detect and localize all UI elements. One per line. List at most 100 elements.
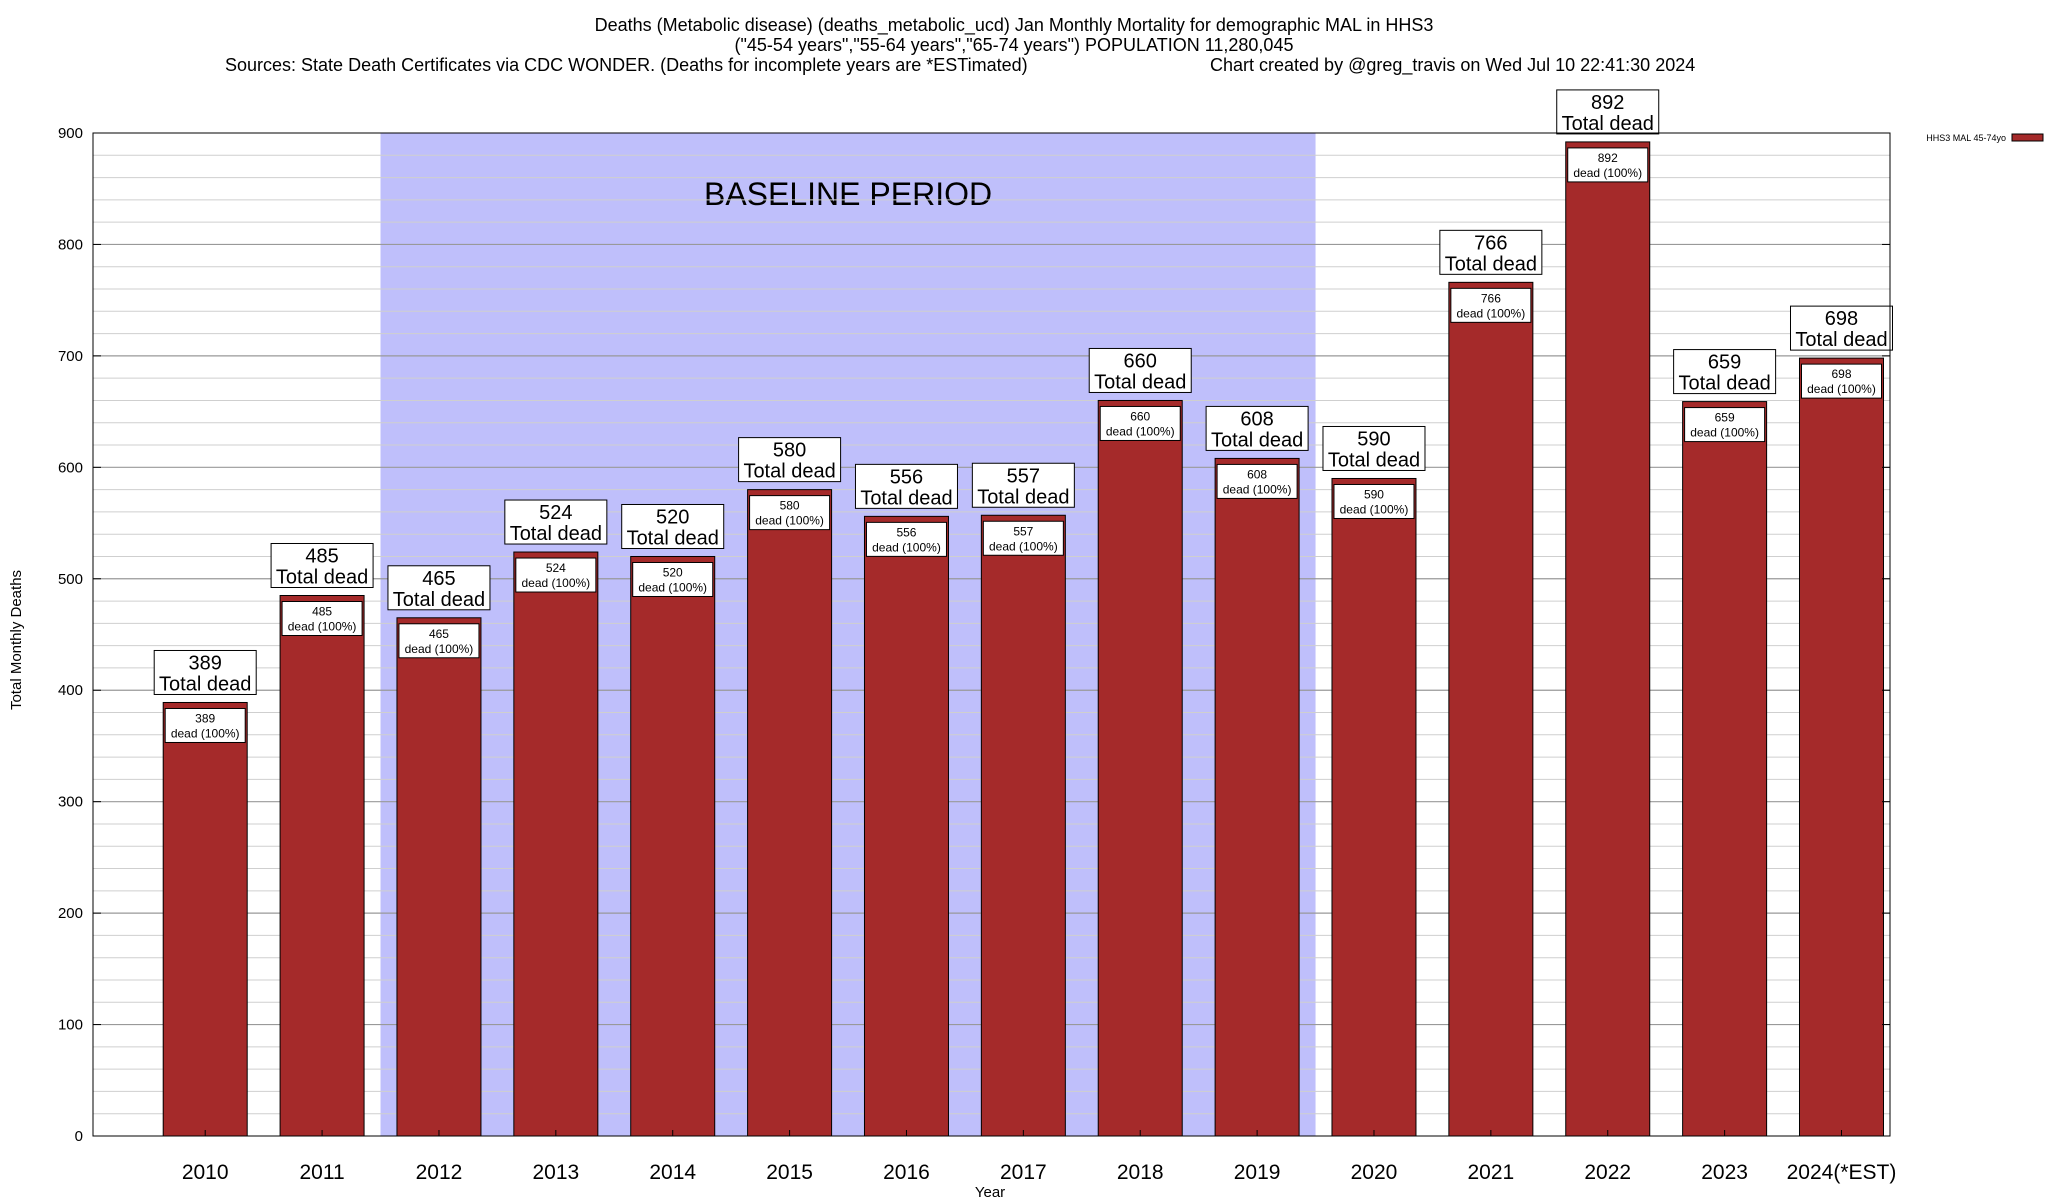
- y-tick-label: 600: [58, 459, 83, 476]
- bar: [1331, 477, 1417, 1137]
- total-label-value: 524: [539, 502, 572, 524]
- total-label-value: 557: [1007, 465, 1040, 487]
- segment-label-value: 520: [663, 565, 683, 579]
- total-label-text: Total dead: [743, 461, 835, 483]
- y-tick-label: 300: [58, 794, 83, 811]
- segment-label-text: dead (100%): [638, 580, 707, 594]
- total-label-value: 698: [1825, 308, 1858, 330]
- total-label-value: 580: [773, 440, 806, 462]
- bar: [279, 594, 365, 1137]
- total-label-value: 520: [656, 506, 689, 528]
- segment-label-value: 389: [195, 711, 215, 725]
- total-label-text: Total dead: [1795, 329, 1887, 351]
- total-label-text: Total dead: [159, 673, 251, 695]
- total-label-text: Total dead: [1445, 253, 1537, 275]
- chart-sources: Sources: State Death Certificates via CD…: [225, 55, 1028, 75]
- segment-label-value: 556: [896, 525, 916, 539]
- segment-label-text: dead (100%): [405, 642, 474, 656]
- total-label-text: Total dead: [977, 486, 1069, 508]
- y-axis-ticks: 0 100 200 300 400 500 600 700 800 900: [58, 125, 1890, 1145]
- total-label-box: [1556, 89, 1660, 135]
- segment-label-text: dead (100%): [1457, 306, 1526, 320]
- total-label-text: Total dead: [510, 523, 602, 545]
- segment-label-value: 557: [1013, 524, 1033, 538]
- x-tick-label: 2021: [1468, 1161, 1515, 1184]
- x-tick-label: 2013: [532, 1161, 579, 1184]
- total-label-box: [971, 462, 1075, 508]
- segment-label-box: [749, 495, 831, 531]
- plot-frame: [92, 132, 1891, 1137]
- segment-label-text: dead (100%): [872, 540, 941, 554]
- segment-label-value: 580: [780, 499, 800, 513]
- bar: [980, 514, 1066, 1137]
- x-tick-label: 2015: [766, 1161, 813, 1184]
- total-label-text: Total dead: [627, 527, 719, 549]
- bar: [1798, 357, 1884, 1137]
- x-axis-label: Year: [975, 1184, 1005, 1200]
- total-label-box: [504, 499, 608, 545]
- segment-label-box: [1099, 405, 1181, 441]
- total-label-value: 766: [1474, 232, 1507, 254]
- x-tick-label: 2014: [649, 1161, 696, 1184]
- total-label-box: [387, 565, 491, 611]
- segment-label-box: [1567, 147, 1649, 183]
- total-label-box: [1439, 229, 1543, 275]
- y-tick-label: 900: [58, 125, 83, 142]
- total-label-box: [1789, 305, 1893, 351]
- y-tick-label: 200: [58, 905, 83, 922]
- segment-label-value: 608: [1247, 467, 1267, 481]
- segment-label-box: [1333, 483, 1415, 519]
- segment-label-value: 660: [1130, 409, 1150, 423]
- segment-label-box: [1684, 407, 1766, 443]
- segment-label-text: dead (100%): [521, 576, 590, 590]
- x-tick-label: 2012: [416, 1161, 463, 1184]
- segment-label-text: dead (100%): [1573, 166, 1642, 180]
- bar: [1682, 401, 1768, 1137]
- x-tick-label: 2018: [1117, 1161, 1164, 1184]
- total-label-value: 465: [422, 568, 455, 590]
- segment-label-value: 892: [1598, 151, 1618, 165]
- segment-label-text: dead (100%): [1807, 382, 1876, 396]
- total-label-text: Total dead: [1678, 373, 1770, 395]
- y-tick-label: 500: [58, 571, 83, 588]
- total-label-value: 590: [1357, 428, 1390, 450]
- baseline-period-label: BASELINE PERIOD: [704, 176, 992, 212]
- bar: [396, 617, 482, 1137]
- segment-label-box: [281, 600, 363, 636]
- segment-label-value: 698: [1831, 367, 1851, 381]
- segment-label-text: dead (100%): [288, 619, 357, 633]
- total-label-box: [1322, 425, 1426, 471]
- segment-label-box: [865, 521, 947, 557]
- bar: [1097, 399, 1183, 1137]
- total-label-value: 389: [189, 652, 222, 674]
- total-label-box: [270, 542, 374, 588]
- total-label-box: [1088, 347, 1192, 393]
- chart-subtitle: ("45-54 years","55-64 years","65-74 year…: [735, 35, 1294, 55]
- segment-label-box: [1450, 287, 1532, 323]
- x-tick-label: 2020: [1351, 1161, 1398, 1184]
- x-tick-label: 2019: [1234, 1161, 1281, 1184]
- segment-label-value: 659: [1715, 411, 1735, 425]
- total-label-box: [1673, 349, 1777, 395]
- bar: [630, 555, 716, 1137]
- total-label-value: 892: [1591, 92, 1624, 114]
- legend-label: HHS3 MAL 45-74yo: [1926, 133, 2006, 143]
- segment-label-value: 590: [1364, 487, 1384, 501]
- total-label-text: Total dead: [1211, 429, 1303, 451]
- segment-label-box: [982, 520, 1064, 556]
- y-tick-label: 700: [58, 348, 83, 365]
- total-label-box: [621, 503, 725, 549]
- bar: [1448, 281, 1534, 1137]
- bar: [747, 489, 833, 1137]
- total-label-value: 660: [1124, 350, 1157, 372]
- total-label-text: Total dead: [1328, 449, 1420, 471]
- segment-label-text: dead (100%): [1106, 424, 1175, 438]
- x-tick-label: 2022: [1584, 1161, 1631, 1184]
- total-label-value: 556: [890, 466, 923, 488]
- x-tick-label: 2011: [299, 1161, 344, 1184]
- legend-swatch: [2011, 133, 2044, 142]
- bar: [513, 551, 599, 1137]
- y-tick-label: 800: [58, 236, 83, 253]
